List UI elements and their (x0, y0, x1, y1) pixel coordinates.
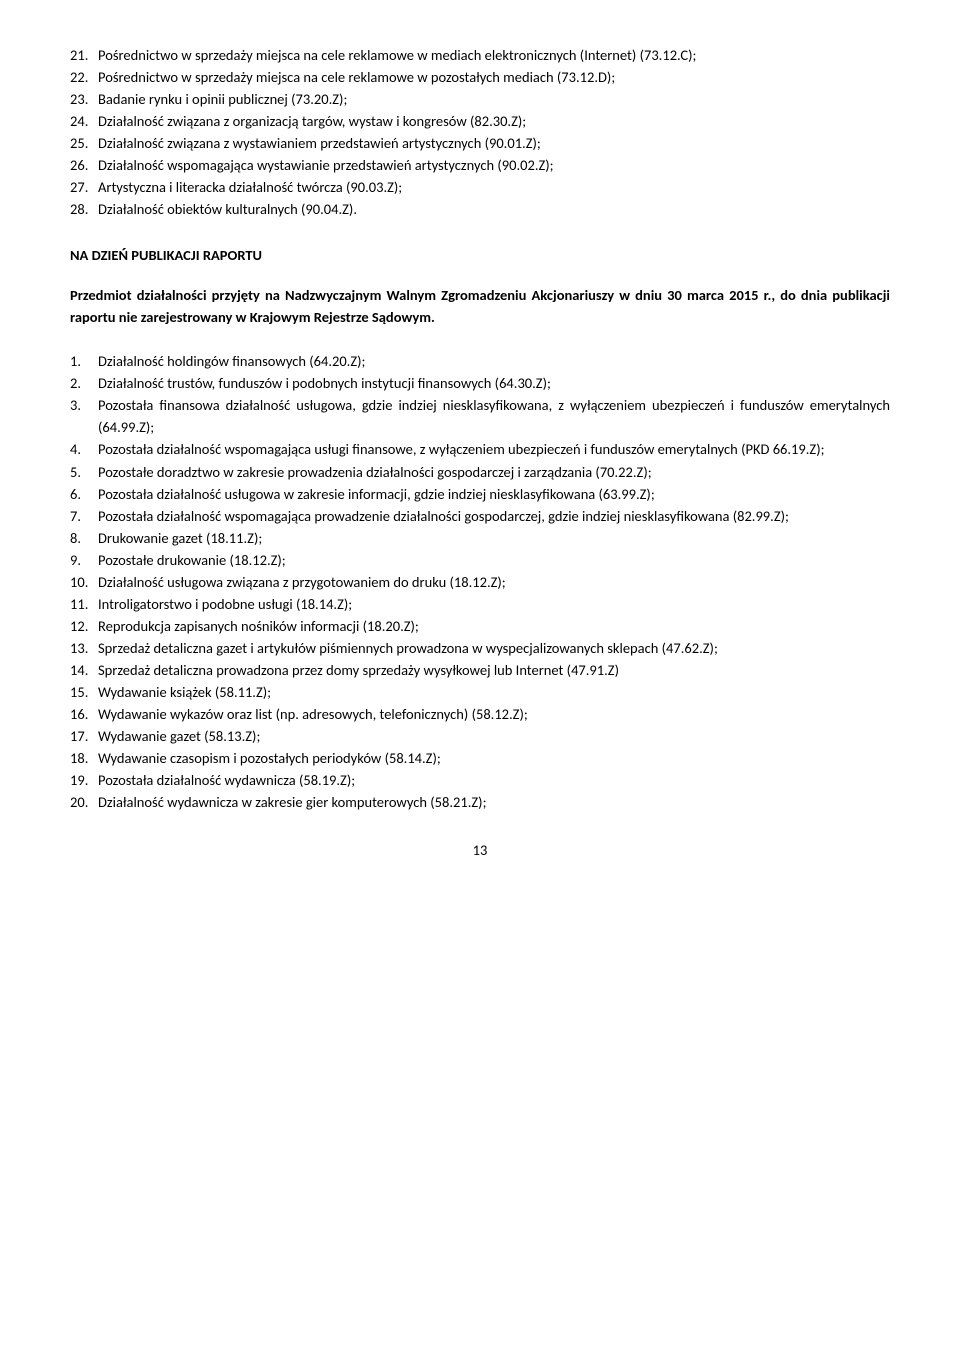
list-item-number: 5. (70, 461, 98, 483)
list-item: 11.Introligatorstwo i podobne usługi (18… (70, 593, 890, 615)
intro-paragraph: Przedmiot działalności przyjęty na Nadzw… (70, 284, 890, 328)
section-heading: NA DZIEŃ PUBLIKACJI RAPORTU (70, 244, 890, 266)
list-item-text: Pozostała finansowa działalność usługowa… (98, 394, 890, 438)
page-number: 13 (70, 839, 890, 861)
list-item-text: Działalność usługowa związana z przygoto… (98, 571, 890, 593)
list-item-text: Artystyczna i literacka działalność twór… (98, 176, 890, 198)
list-item-number: 12. (70, 615, 98, 637)
list-item: 2.Działalność trustów, funduszów i podob… (70, 372, 890, 394)
list-item-number: 2. (70, 372, 98, 394)
list-item: 5.Pozostałe doradztwo w zakresie prowadz… (70, 461, 890, 483)
list-item-number: 4. (70, 438, 98, 460)
list-item-number: 9. (70, 549, 98, 571)
list-item: 1.Działalność holdingów finansowych (64.… (70, 350, 890, 372)
list-item-number: 6. (70, 483, 98, 505)
list-item: 21.Pośrednictwo w sprzedaży miejsca na c… (70, 44, 890, 66)
list-item-text: Sprzedaż detaliczna prowadzona przez dom… (98, 659, 890, 681)
list-item-number: 15. (70, 681, 98, 703)
list-item-number: 23. (70, 88, 98, 110)
list-item-number: 22. (70, 66, 98, 88)
list-item-text: Reprodukcja zapisanych nośników informac… (98, 615, 890, 637)
list-item: 24.Działalność związana z organizacją ta… (70, 110, 890, 132)
list-item-number: 19. (70, 769, 98, 791)
list-item: 15.Wydawanie książek (58.11.Z); (70, 681, 890, 703)
list-item-number: 21. (70, 44, 98, 66)
list-item: 25.Działalność związana z wystawianiem p… (70, 132, 890, 154)
numbered-list-2: 1.Działalność holdingów finansowych (64.… (70, 350, 890, 813)
list-item-text: Działalność trustów, funduszów i podobny… (98, 372, 890, 394)
list-item-number: 18. (70, 747, 98, 769)
list-item-number: 1. (70, 350, 98, 372)
list-item-text: Drukowanie gazet (18.11.Z); (98, 527, 890, 549)
list-item-number: 20. (70, 791, 98, 813)
list-item: 18.Wydawanie czasopism i pozostałych per… (70, 747, 890, 769)
list-item-number: 27. (70, 176, 98, 198)
list-item-text: Wydawanie książek (58.11.Z); (98, 681, 890, 703)
list-item: 9.Pozostałe drukowanie (18.12.Z); (70, 549, 890, 571)
list-item-number: 3. (70, 394, 98, 438)
list-item: 23.Badanie rynku i opinii publicznej (73… (70, 88, 890, 110)
list-item: 20.Działalność wydawnicza w zakresie gie… (70, 791, 890, 813)
list-item-text: Wydawanie czasopism i pozostałych period… (98, 747, 890, 769)
list-item-text: Pośrednictwo w sprzedaży miejsca na cele… (98, 66, 890, 88)
list-item-text: Wydawanie gazet (58.13.Z); (98, 725, 890, 747)
list-item-number: 11. (70, 593, 98, 615)
list-item-text: Pozostałe doradztwo w zakresie prowadzen… (98, 461, 890, 483)
list-item-number: 14. (70, 659, 98, 681)
numbered-list-1: 21.Pośrednictwo w sprzedaży miejsca na c… (70, 44, 890, 220)
list-item: 27.Artystyczna i literacka działalność t… (70, 176, 890, 198)
list-item-number: 26. (70, 154, 98, 176)
list-item-number: 13. (70, 637, 98, 659)
list-item-text: Pozostałe drukowanie (18.12.Z); (98, 549, 890, 571)
list-item-number: 8. (70, 527, 98, 549)
list-item-text: Introligatorstwo i podobne usługi (18.14… (98, 593, 890, 615)
list-item-number: 17. (70, 725, 98, 747)
list-item-text: Działalność wspomagająca wystawianie prz… (98, 154, 890, 176)
list-item-number: 7. (70, 505, 98, 527)
list-item-text: Działalność związana z organizacją targó… (98, 110, 890, 132)
list-item-text: Działalność obiektów kulturalnych (90.04… (98, 198, 890, 220)
list-item: 3.Pozostała finansowa działalność usługo… (70, 394, 890, 438)
list-item-text: Pośrednictwo w sprzedaży miejsca na cele… (98, 44, 890, 66)
list-item-text: Pozostała działalność wspomagająca prowa… (98, 505, 890, 527)
list-item-text: Działalność związana z wystawianiem prze… (98, 132, 890, 154)
list-item-number: 16. (70, 703, 98, 725)
list-item-text: Działalność holdingów finansowych (64.20… (98, 350, 890, 372)
list-item: 28.Działalność obiektów kulturalnych (90… (70, 198, 890, 220)
list-item: 14.Sprzedaż detaliczna prowadzona przez … (70, 659, 890, 681)
list-item: 4.Pozostała działalność wspomagająca usł… (70, 438, 890, 460)
list-item-number: 24. (70, 110, 98, 132)
list-item-text: Pozostała działalność wydawnicza (58.19.… (98, 769, 890, 791)
list-item: 13.Sprzedaż detaliczna gazet i artykułów… (70, 637, 890, 659)
list-item: 26.Działalność wspomagająca wystawianie … (70, 154, 890, 176)
list-item-text: Sprzedaż detaliczna gazet i artykułów pi… (98, 637, 890, 659)
list-item: 19.Pozostała działalność wydawnicza (58.… (70, 769, 890, 791)
list-item-number: 10. (70, 571, 98, 593)
list-item: 22.Pośrednictwo w sprzedaży miejsca na c… (70, 66, 890, 88)
list-item: 10.Działalność usługowa związana z przyg… (70, 571, 890, 593)
list-item: 7.Pozostała działalność wspomagająca pro… (70, 505, 890, 527)
list-item-number: 25. (70, 132, 98, 154)
list-item-text: Działalność wydawnicza w zakresie gier k… (98, 791, 890, 813)
list-item-text: Badanie rynku i opinii publicznej (73.20… (98, 88, 890, 110)
list-item: 6.Pozostała działalność usługowa w zakre… (70, 483, 890, 505)
list-item: 8.Drukowanie gazet (18.11.Z); (70, 527, 890, 549)
list-item-text: Wydawanie wykazów oraz list (np. adresow… (98, 703, 890, 725)
list-item: 17.Wydawanie gazet (58.13.Z); (70, 725, 890, 747)
list-item: 12.Reprodukcja zapisanych nośników infor… (70, 615, 890, 637)
list-item-number: 28. (70, 198, 98, 220)
list-item-text: Pozostała działalność usługowa w zakresi… (98, 483, 890, 505)
list-item: 16.Wydawanie wykazów oraz list (np. adre… (70, 703, 890, 725)
list-item-text: Pozostała działalność wspomagająca usług… (98, 438, 890, 460)
